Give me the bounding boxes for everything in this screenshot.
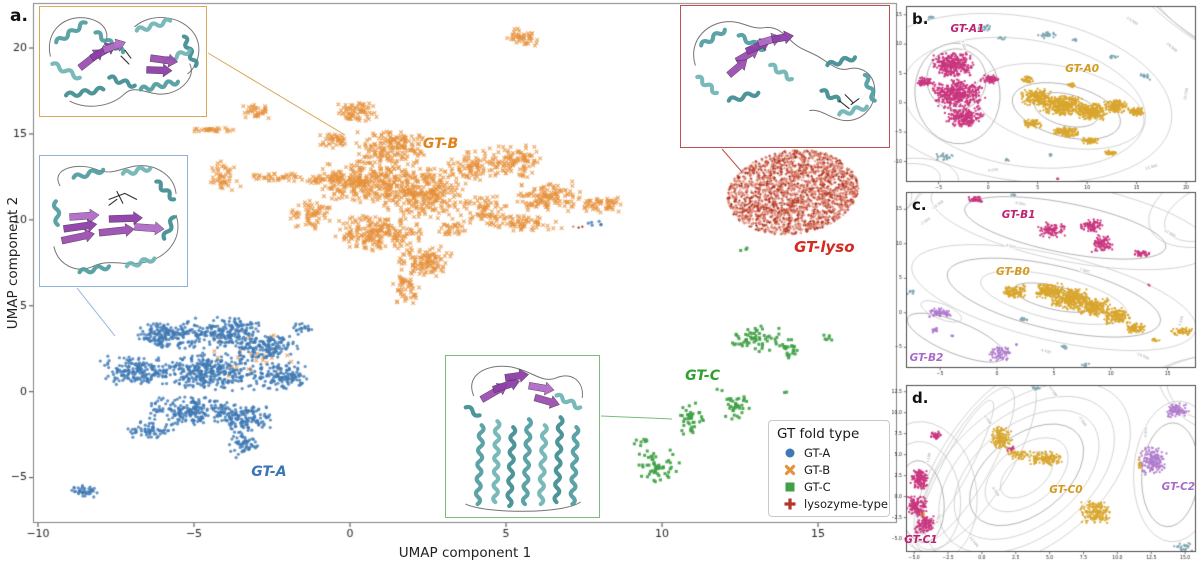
- cluster-label-gt-b1: GT-B1: [1001, 208, 1036, 221]
- legend-item-label: GT-C: [804, 479, 831, 494]
- protein-ribbon-drawing: [693, 21, 877, 121]
- protein-ribbon-drawing: [51, 165, 179, 275]
- scatter-canvas-b: [894, 3, 1199, 191]
- legend-item-label: GT-A: [804, 445, 831, 460]
- legend: GT fold type GT-A GT-B GT-C lysozyme-type: [768, 420, 890, 517]
- panel-label-b: b.: [912, 10, 929, 28]
- x-axis-title: UMAP component 1: [398, 545, 532, 561]
- panel-label-c: c.: [912, 196, 927, 214]
- plus-marker-icon: [784, 498, 796, 509]
- cluster-label-gt-c1: GT-C1: [904, 534, 938, 547]
- circle-marker-icon: [785, 448, 795, 457]
- cluster-label-gt-c0: GT-C0: [1049, 483, 1083, 496]
- cluster-label-gt-c2: GT-C2: [1161, 480, 1196, 493]
- legend-item-gt-b: GT-B: [777, 461, 883, 478]
- cluster-label-gt-lyso: GT-lyso: [794, 238, 855, 257]
- umap-gtb-subpanel: GT-B0 GT-B1 GT-B2: [894, 189, 1199, 377]
- cluster-label-gt-a1: GT-A1: [950, 22, 985, 35]
- scatter-canvas-d: [892, 382, 1199, 561]
- umap-gtc-subpanel: GT-C0 GT-C2 GT-C1: [892, 382, 1199, 561]
- panel-label-a: a.: [10, 6, 28, 26]
- protein-ribbon-drawing: [463, 365, 583, 512]
- legend-item-label: GT-B: [804, 462, 831, 477]
- gt-b-structure-inset: [39, 6, 207, 117]
- gt-c-structure-inset: [445, 355, 600, 518]
- x-marker-icon: [784, 464, 796, 475]
- cluster-label-gt-a0: GT-A0: [1065, 62, 1100, 75]
- legend-item-lysozyme-type: lysozyme-type: [777, 495, 888, 512]
- legend-item-label: lysozyme-type: [804, 496, 888, 511]
- legend-item-gt-c: GT-C: [777, 478, 883, 495]
- y-axis-title: UMAP component 2: [5, 196, 21, 330]
- protein-ribbon-drawing: [48, 16, 200, 107]
- legend-title: GT fold type: [777, 426, 860, 442]
- cluster-label-gt-b2: GT-B2: [909, 351, 944, 364]
- scatter-canvas-c: [894, 189, 1199, 377]
- legend-item-gt-a: GT-A: [777, 444, 883, 461]
- gt-a-structure-inset: [39, 155, 188, 287]
- square-marker-icon: [785, 482, 795, 491]
- cluster-label-gt-b: GT-B: [422, 136, 459, 153]
- panel-label-d: d.: [912, 389, 929, 407]
- cluster-label-gt-a: GT-A: [251, 464, 287, 481]
- cluster-label-gt-b0: GT-B0: [996, 266, 1030, 279]
- umap-gta-subpanel: GT-A0 GT-A1: [894, 3, 1199, 191]
- lysozyme-structure-inset: [680, 5, 890, 148]
- cluster-label-gt-c: GT-C: [685, 368, 721, 385]
